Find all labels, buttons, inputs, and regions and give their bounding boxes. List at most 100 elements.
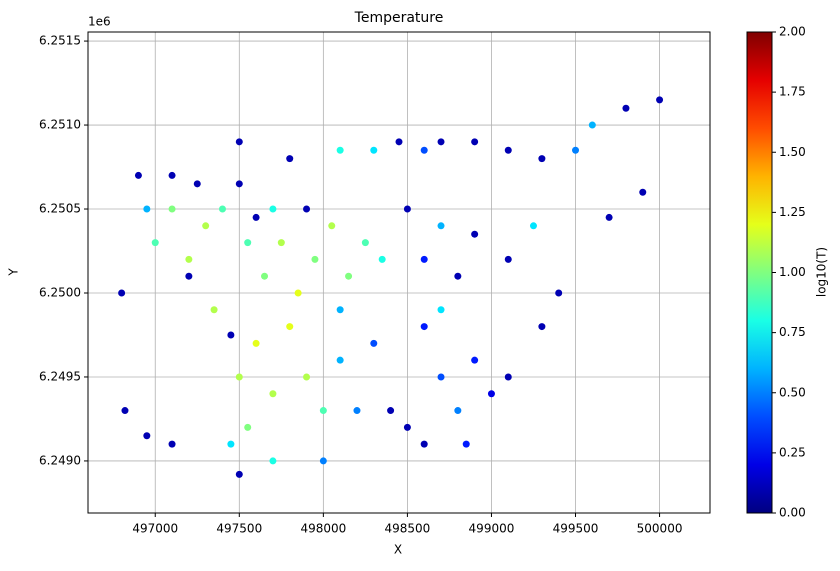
y-tick-label: 6.2505 bbox=[39, 202, 81, 216]
data-point bbox=[353, 407, 361, 415]
data-point bbox=[462, 440, 470, 448]
data-point bbox=[504, 255, 512, 263]
data-point bbox=[121, 407, 129, 415]
data-point bbox=[454, 407, 462, 415]
data-point bbox=[227, 440, 235, 448]
data-point bbox=[336, 356, 344, 364]
data-point bbox=[420, 440, 428, 448]
data-point bbox=[403, 423, 411, 431]
data-point bbox=[252, 213, 260, 221]
data-point bbox=[286, 155, 294, 163]
data-point bbox=[185, 255, 193, 263]
y-offset-text: 1e6 bbox=[88, 15, 111, 29]
data-point bbox=[370, 339, 378, 347]
data-point bbox=[437, 373, 445, 381]
data-point bbox=[235, 138, 243, 146]
data-point bbox=[336, 146, 344, 154]
data-point bbox=[244, 239, 252, 247]
data-point bbox=[235, 373, 243, 381]
data-point bbox=[319, 407, 327, 415]
data-point bbox=[277, 239, 285, 247]
data-point bbox=[303, 373, 311, 381]
data-point bbox=[227, 331, 235, 339]
data-point bbox=[538, 155, 546, 163]
data-point bbox=[529, 222, 537, 230]
x-tick-label: 499500 bbox=[553, 522, 599, 536]
data-point bbox=[269, 390, 277, 398]
y-tick-label: 6.2490 bbox=[39, 453, 81, 467]
data-point bbox=[143, 432, 151, 440]
x-tick-label: 500000 bbox=[637, 522, 683, 536]
data-point bbox=[235, 470, 243, 478]
data-point bbox=[656, 96, 664, 104]
data-point bbox=[311, 255, 319, 263]
data-point bbox=[538, 323, 546, 331]
data-point bbox=[437, 138, 445, 146]
data-point bbox=[471, 356, 479, 364]
data-point bbox=[252, 339, 260, 347]
chart-title: Temperature bbox=[354, 10, 444, 26]
data-point bbox=[471, 230, 479, 238]
y-axis-label: Y bbox=[7, 268, 21, 277]
x-tick-label: 498000 bbox=[300, 522, 346, 536]
data-point bbox=[504, 373, 512, 381]
x-tick-label: 497000 bbox=[132, 522, 178, 536]
data-point bbox=[387, 407, 395, 415]
data-point bbox=[168, 440, 176, 448]
colorbar-tick-label: 1.25 bbox=[779, 205, 806, 219]
data-point bbox=[471, 138, 479, 146]
data-point bbox=[202, 222, 210, 230]
data-point bbox=[420, 323, 428, 331]
colorbar-tick-label: 0.75 bbox=[779, 325, 806, 339]
data-point bbox=[151, 239, 159, 247]
data-point bbox=[437, 306, 445, 314]
data-point bbox=[210, 306, 218, 314]
plot-frame bbox=[87, 31, 711, 514]
colorbar-tick-label: 2.00 bbox=[779, 25, 806, 39]
colorbar-tick-label: 0.50 bbox=[779, 385, 806, 399]
y-tick-label: 6.2495 bbox=[39, 369, 81, 383]
data-point bbox=[193, 180, 201, 188]
data-point bbox=[395, 138, 403, 146]
x-tick-label: 498500 bbox=[384, 522, 430, 536]
y-tick-label: 6.2515 bbox=[39, 34, 81, 48]
data-point bbox=[336, 306, 344, 314]
data-point bbox=[269, 457, 277, 465]
data-point bbox=[403, 205, 411, 213]
colorbar bbox=[746, 31, 773, 514]
data-point bbox=[420, 255, 428, 263]
data-point bbox=[378, 255, 386, 263]
data-point bbox=[588, 121, 596, 129]
data-point bbox=[218, 205, 226, 213]
data-point bbox=[622, 104, 630, 112]
data-point bbox=[605, 213, 613, 221]
data-point bbox=[235, 180, 243, 188]
y-tick-label: 6.2510 bbox=[39, 118, 81, 132]
data-point bbox=[286, 323, 294, 331]
colorbar-tick-label: 0.00 bbox=[779, 506, 806, 520]
data-point bbox=[185, 272, 193, 280]
data-point bbox=[437, 222, 445, 230]
data-point bbox=[244, 423, 252, 431]
data-point bbox=[134, 171, 142, 179]
colorbar-tick-label: 1.50 bbox=[779, 145, 806, 159]
colorbar-tick-label: 1.75 bbox=[779, 85, 806, 99]
data-point bbox=[420, 146, 428, 154]
data-point bbox=[303, 205, 311, 213]
x-axis-label: X bbox=[394, 543, 402, 557]
data-point bbox=[269, 205, 277, 213]
data-point bbox=[143, 205, 151, 213]
data-point bbox=[370, 146, 378, 154]
data-point bbox=[361, 239, 369, 247]
data-point bbox=[572, 146, 580, 154]
data-point bbox=[454, 272, 462, 280]
colorbar-tick-label: 1.00 bbox=[779, 265, 806, 279]
colorbar-label: log10(T) bbox=[815, 247, 829, 297]
data-point bbox=[168, 171, 176, 179]
data-point bbox=[118, 289, 126, 297]
data-point bbox=[168, 205, 176, 213]
data-point bbox=[319, 457, 327, 465]
x-tick-label: 497500 bbox=[216, 522, 262, 536]
x-tick-label: 499000 bbox=[469, 522, 515, 536]
